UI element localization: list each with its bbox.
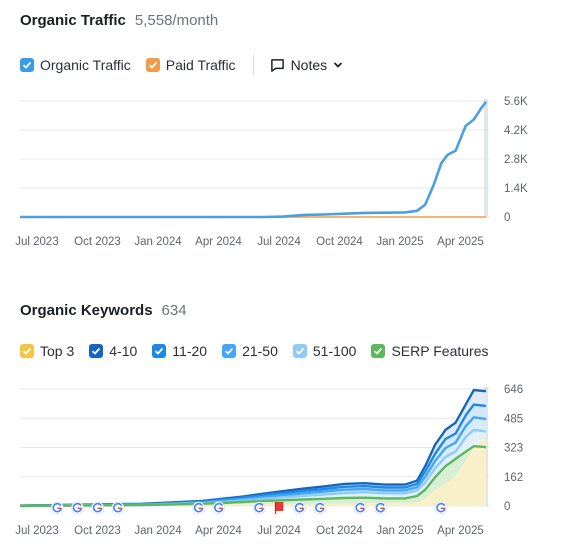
traffic-value: 5,558/month	[134, 12, 219, 29]
y-tick-label: 646	[504, 384, 523, 396]
keywords-legend: Top 3 4-10 11-20 21-50 51-100 SERP Features	[20, 343, 503, 359]
legend-label: 21-50	[242, 343, 278, 359]
notes-dropdown[interactable]: Notes	[270, 57, 350, 73]
x-tick-label: Jul 2024	[257, 525, 301, 537]
google-icon	[50, 501, 64, 515]
flag-icon	[274, 502, 284, 514]
checkbox-icon[interactable]	[20, 344, 34, 358]
checkbox-icon[interactable]	[222, 344, 237, 358]
google-icon	[192, 501, 206, 515]
x-tick-label: Oct 2023	[74, 525, 121, 537]
keywords-title: Organic Keywords	[20, 302, 153, 319]
x-tick-label: Jul 2023	[15, 236, 58, 248]
google-icon	[353, 501, 367, 515]
hover-band	[484, 99, 488, 217]
y-tick-label: 162	[504, 472, 523, 484]
google-icon	[111, 501, 125, 515]
legend-divider	[252, 55, 254, 75]
y-tick-label: 4.2K	[504, 125, 528, 137]
legend-label: Organic Traffic	[40, 57, 131, 73]
google-icon	[252, 501, 266, 515]
y-tick-label: 2.8K	[504, 154, 528, 166]
x-tick-label: Jan 2024	[134, 236, 182, 248]
google-icon	[293, 501, 307, 515]
legend-item-serp-features[interactable]: SERP Features	[371, 343, 488, 359]
google-icon	[434, 501, 448, 515]
organic-keywords-section: Organic Keywords 634 Top 3 4-10 11-20 21-50…	[0, 290, 564, 555]
x-tick-label: Apr 2025	[437, 236, 484, 248]
legend-label: 11-20	[172, 343, 208, 359]
checkbox-icon[interactable]	[20, 58, 34, 72]
organic-keywords-chart: 646 485 323 162 0 Jul 2023 Oct 2023 Jan 2024 Apr…	[15, 384, 523, 537]
legend-item-4-10[interactable]: 4-10	[89, 343, 137, 359]
series-line-serp-features	[19, 445, 487, 508]
x-tick-label: Apr 2024	[195, 236, 242, 248]
google-icon	[373, 501, 387, 515]
legend-paid-traffic[interactable]: Paid Traffic	[145, 57, 236, 73]
series-line-51-100	[19, 428, 487, 507]
traffic-title: Organic Traffic	[20, 12, 126, 29]
checkbox-icon[interactable]	[371, 344, 386, 358]
x-tick-label: Jan 2025	[376, 236, 423, 248]
legend-item-51-100[interactable]: 51-100	[292, 343, 357, 359]
legend-label: Top 3	[40, 343, 75, 359]
traffic-header: Organic Traffic 5,558/month	[20, 12, 218, 29]
legend-organic-traffic[interactable]: Organic Traffic	[20, 57, 131, 73]
google-icon	[71, 501, 84, 515]
legend-label: SERP Features	[391, 343, 489, 359]
legend-label: Paid Traffic	[165, 57, 236, 73]
x-tick-label: Jul 2024	[257, 236, 301, 248]
checkbox-icon[interactable]	[152, 344, 167, 358]
notes-label: Notes	[290, 57, 328, 73]
x-tick-label: Oct 2024	[316, 236, 363, 248]
x-tick-label: Oct 2024	[316, 525, 363, 537]
chevron-down-icon	[334, 62, 343, 68]
x-tick-label: Apr 2024	[195, 525, 242, 537]
series-line-11-20	[19, 403, 487, 507]
google-icon	[313, 501, 327, 515]
checkbox-icon[interactable]	[292, 344, 307, 358]
x-tick-label: Jul 2023	[15, 525, 58, 537]
legend-label: 51-100	[312, 343, 357, 359]
organic-traffic-section: Organic Traffic 5,558/month Organic Traf…	[0, 0, 564, 270]
x-tick-label: Apr 2025	[437, 525, 484, 537]
legend-item-11-20[interactable]: 11-20	[152, 343, 207, 359]
x-tick-label: Oct 2023	[74, 236, 121, 248]
y-tick-label: 323	[504, 443, 523, 455]
keywords-header: Organic Keywords 634	[20, 302, 187, 319]
traffic-legend: Organic Traffic Paid Traffic Notes	[20, 55, 349, 75]
checkbox-icon[interactable]	[89, 344, 104, 358]
x-tick-label: Jan 2024	[134, 525, 182, 537]
legend-item-top-3[interactable]: Top 3	[20, 343, 74, 359]
keywords-value: 634	[161, 302, 187, 319]
checkbox-icon[interactable]	[145, 58, 160, 72]
x-tick-label: Jan 2025	[376, 525, 423, 537]
y-tick-label: 5.6K	[504, 96, 528, 108]
legend-label: 4-10	[109, 343, 138, 359]
series-area-top-3	[20, 437, 486, 506]
organic-traffic-line	[20, 101, 488, 219]
legend-item-21-50[interactable]: 21-50	[222, 343, 278, 359]
google-icon	[212, 501, 226, 515]
series-line-21-50	[19, 416, 487, 507]
google-icon	[91, 501, 104, 515]
y-tick-label: 1.4K	[504, 183, 528, 195]
y-tick-label: 0	[504, 212, 510, 224]
y-tick-label: 0	[504, 501, 510, 513]
note-icon	[270, 58, 284, 72]
y-tick-label: 485	[504, 413, 523, 425]
organic-traffic-chart: 5.6K 4.2K 2.8K 1.4K 0 Jul 2023 Oct 2023 Jan 202…	[15, 96, 528, 248]
